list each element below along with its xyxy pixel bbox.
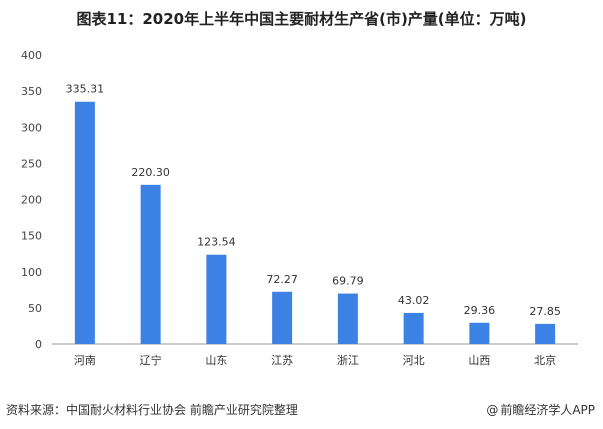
bar xyxy=(272,291,293,344)
x-tick-label: 河南 xyxy=(74,354,96,367)
chart-title: 图表11：2020年上半年中国主要耐材生产省(市)产量(单位：万吨) xyxy=(76,10,527,28)
bar xyxy=(337,293,358,344)
data-label: 335.31 xyxy=(66,83,105,96)
bar xyxy=(469,322,490,344)
y-tick-label: 150 xyxy=(21,230,42,243)
x-tick-label: 北京 xyxy=(534,353,556,367)
x-tick-label: 江苏 xyxy=(271,354,293,367)
y-tick-label: 200 xyxy=(21,194,42,207)
source-note: 资料来源：中国耐火材料行业协会 前瞻产业研究院整理 xyxy=(6,403,298,417)
data-label: 220.30 xyxy=(131,166,170,179)
y-tick-label: 0 xyxy=(35,338,42,351)
app-name: 前瞻经济学人APP xyxy=(500,403,595,417)
bar xyxy=(403,312,424,344)
bar xyxy=(535,323,556,344)
data-label: 69.79 xyxy=(332,275,364,288)
data-label: 72.27 xyxy=(266,273,298,286)
data-label: 123.54 xyxy=(197,236,236,249)
x-tick-label: 辽宁 xyxy=(140,353,162,367)
y-tick-label: 400 xyxy=(21,49,42,62)
y-tick-label: 50 xyxy=(28,302,42,315)
data-label: 27.85 xyxy=(529,305,561,318)
x-tick-label: 山西 xyxy=(468,354,490,367)
x-tick-label: 山东 xyxy=(205,354,227,367)
at-icon: @ xyxy=(486,403,499,417)
data-label: 43.02 xyxy=(398,294,430,307)
bar xyxy=(74,101,95,344)
data-label: 29.36 xyxy=(464,304,496,317)
app-credit: @ 前瞻经济学人APP xyxy=(486,401,595,418)
y-tick-label: 300 xyxy=(21,121,42,134)
x-tick-label: 浙江 xyxy=(337,354,359,367)
bar xyxy=(206,254,227,344)
x-tick-label: 河北 xyxy=(403,354,425,367)
y-tick-label: 350 xyxy=(21,85,42,98)
y-tick-label: 250 xyxy=(21,157,42,170)
y-tick-label: 100 xyxy=(21,266,42,279)
bar xyxy=(140,184,161,344)
